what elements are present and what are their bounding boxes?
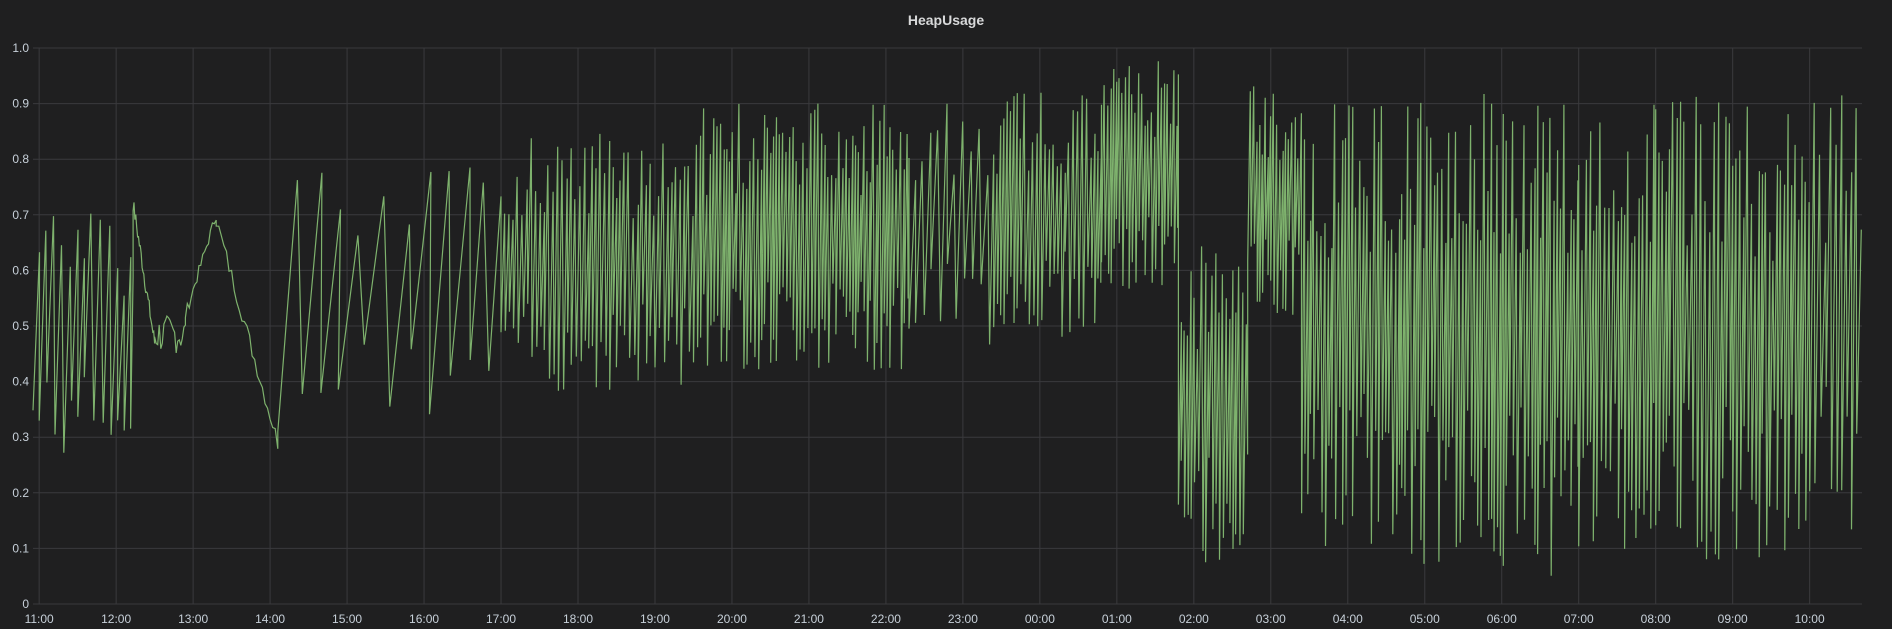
x-tick-label: 10:00: [1795, 612, 1825, 626]
y-tick-label: 0.1: [12, 541, 29, 555]
y-tick-label: 0.5: [12, 319, 29, 333]
y-tick-label: 0.2: [12, 486, 29, 500]
x-tick-label: 23:00: [948, 612, 978, 626]
x-tick-label: 09:00: [1718, 612, 1748, 626]
heap-usage-series-line: [32, 61, 1862, 576]
x-tick-label: 18:00: [563, 612, 593, 626]
y-tick-label: 0.6: [12, 263, 29, 277]
panel-title: HeapUsage: [907, 12, 985, 28]
y-tick-label: 1.0: [12, 41, 29, 55]
x-tick-label: 19:00: [640, 612, 670, 626]
x-tick-label: 14:00: [255, 612, 285, 626]
x-axis-ticks: 11:00 12:00 13:00 14:00 15:00 16:00 17:00 18:00…: [25, 612, 1825, 626]
x-tick-label: 01:00: [1102, 612, 1132, 626]
x-tick-label: 22:00: [871, 612, 901, 626]
x-tick-label: 04:00: [1333, 612, 1363, 626]
x-tick-label: 17:00: [486, 612, 516, 626]
x-tick-label: 05:00: [1410, 612, 1440, 626]
x-tick-label: 06:00: [1487, 612, 1517, 626]
x-tick-label: 20:00: [717, 612, 747, 626]
x-tick-label: 21:00: [794, 612, 824, 626]
x-tick-label: 16:00: [409, 612, 439, 626]
x-tick-label: 07:00: [1564, 612, 1594, 626]
x-tick-label: 00:00: [1025, 612, 1055, 626]
y-tick-label: 0: [22, 597, 29, 611]
y-tick-label: 0.7: [12, 208, 29, 222]
y-tick-label: 0.3: [12, 430, 29, 444]
x-tick-label: 12:00: [101, 612, 131, 626]
series-layer: [32, 61, 1862, 576]
y-axis-ticks: 0 0.1 0.2 0.3 0.4 0.5 0.6 0.7 0.8 0.9 1.0: [12, 41, 29, 611]
x-tick-label: 13:00: [178, 612, 208, 626]
x-tick-label: 11:00: [25, 612, 54, 626]
y-tick-label: 0.9: [12, 97, 29, 111]
x-tick-label: 08:00: [1641, 612, 1671, 626]
x-tick-label: 03:00: [1256, 612, 1286, 626]
x-tick-label: 02:00: [1179, 612, 1209, 626]
y-tick-label: 0.8: [12, 152, 29, 166]
y-tick-label: 0.4: [12, 375, 29, 389]
x-tick-label: 15:00: [332, 612, 362, 626]
